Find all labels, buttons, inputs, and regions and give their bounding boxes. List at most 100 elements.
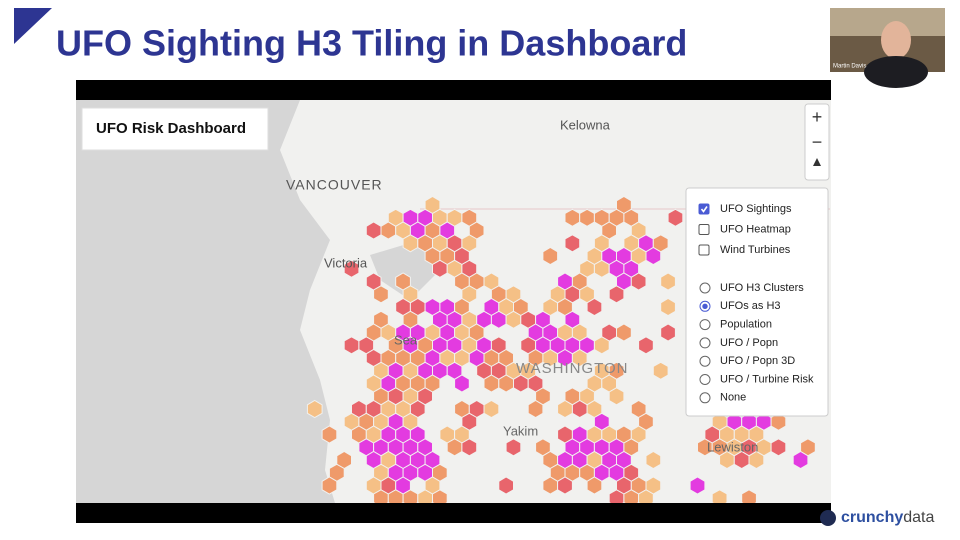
radio[interactable] bbox=[699, 392, 711, 404]
hex-cell bbox=[667, 208, 684, 227]
strait bbox=[370, 240, 440, 300]
hex-cell bbox=[616, 323, 632, 342]
checkbox[interactable] bbox=[698, 224, 710, 235]
hex-cell bbox=[373, 285, 389, 304]
hex-cell bbox=[660, 272, 676, 291]
hex-cell bbox=[446, 438, 463, 457]
checkbox[interactable] bbox=[698, 203, 710, 215]
hex-cell bbox=[579, 208, 595, 227]
zoom-control bbox=[804, 103, 830, 181]
hex-cell bbox=[343, 259, 360, 278]
radio-label[interactable]: UFO / Popn 3D bbox=[720, 355, 795, 367]
hex-cell bbox=[557, 399, 573, 419]
hex-cell bbox=[689, 476, 706, 495]
zoom-in[interactable]: + bbox=[812, 107, 823, 127]
hex-cell bbox=[542, 246, 559, 266]
hex-cell bbox=[365, 221, 382, 240]
hex-cell bbox=[608, 285, 625, 304]
hex-cell bbox=[461, 438, 478, 457]
radio[interactable] bbox=[699, 319, 711, 331]
radio[interactable] bbox=[699, 355, 711, 367]
water bbox=[76, 100, 335, 503]
hex-cell bbox=[306, 399, 323, 419]
layer-list: UFO Sightings UFO Heatmap Wind Turbines UFO… bbox=[698, 203, 814, 404]
hex-cell bbox=[505, 438, 522, 457]
webcam-name: Martin Davis bbox=[833, 64, 866, 70]
radio-label[interactable]: UFO H3 Clusters bbox=[720, 282, 804, 294]
hex-cell bbox=[527, 399, 544, 419]
hex-cell bbox=[490, 310, 507, 329]
hex-cell bbox=[608, 387, 625, 406]
hex-cell bbox=[748, 450, 765, 470]
hex-cell bbox=[321, 476, 338, 495]
zoom-out[interactable]: − bbox=[812, 132, 823, 152]
hex-cell bbox=[557, 476, 573, 495]
hex-cell bbox=[652, 361, 669, 380]
hex-cell bbox=[564, 234, 581, 253]
place-label: WASHINGTON bbox=[516, 360, 629, 377]
checkbox-label[interactable]: UFO Heatmap bbox=[720, 223, 791, 235]
hex-cell bbox=[571, 399, 588, 419]
hex-cell bbox=[402, 234, 419, 253]
radio-label[interactable]: UFO / Turbine Risk bbox=[720, 373, 814, 385]
radio[interactable] bbox=[699, 282, 711, 294]
place-label: Yakim bbox=[503, 423, 538, 438]
logo-icon bbox=[820, 510, 836, 526]
hex-cell bbox=[586, 297, 603, 317]
place-label: Lewiston bbox=[707, 439, 758, 454]
corner-triangle bbox=[14, 8, 52, 44]
hex-cell bbox=[645, 246, 662, 266]
hex-cell bbox=[660, 323, 676, 342]
hex-cell bbox=[505, 310, 522, 329]
hex-cell bbox=[454, 374, 470, 393]
webcam-face bbox=[881, 21, 911, 59]
radio-label[interactable]: UFOs as H3 bbox=[720, 300, 781, 312]
compass[interactable] bbox=[813, 158, 821, 166]
radio-label[interactable]: Population bbox=[720, 319, 772, 331]
logo-second: data bbox=[903, 509, 934, 526]
hex-cell bbox=[630, 272, 647, 291]
hex-cell bbox=[770, 412, 787, 431]
radio[interactable] bbox=[699, 374, 711, 385]
radio-label[interactable]: UFO / Popn bbox=[720, 337, 778, 349]
hex-cell bbox=[564, 208, 581, 227]
radio-label[interactable]: None bbox=[720, 392, 746, 404]
hex-cell bbox=[770, 438, 787, 457]
hex-cell bbox=[321, 425, 338, 444]
layer-panel bbox=[685, 187, 829, 417]
checkmark bbox=[700, 206, 708, 213]
hex-cell bbox=[483, 399, 500, 419]
hex-cell bbox=[638, 336, 654, 355]
hex-cell bbox=[792, 450, 809, 470]
webcam-shirt bbox=[864, 56, 928, 88]
slide-title: UFO Sighting H3 Tiling in Dashboard bbox=[56, 23, 687, 64]
hex-cell bbox=[593, 259, 610, 278]
hex-cell bbox=[542, 476, 559, 495]
hex-cell bbox=[586, 476, 603, 495]
hex-cell bbox=[513, 374, 529, 393]
hex-cell bbox=[498, 476, 514, 495]
hex-cell bbox=[498, 374, 514, 393]
dashboard-title-box bbox=[81, 107, 269, 151]
radio-dot bbox=[702, 303, 708, 309]
hex-cell bbox=[593, 336, 610, 355]
black-bar bbox=[76, 80, 831, 100]
radio[interactable] bbox=[699, 337, 711, 349]
hex-cell bbox=[343, 336, 360, 355]
hex-cell bbox=[483, 374, 500, 393]
hex-cell bbox=[432, 259, 448, 278]
black-bar bbox=[76, 503, 831, 523]
logo: crunchydata bbox=[841, 509, 934, 526]
hex-cell bbox=[571, 348, 588, 368]
checkbox-label[interactable]: Wind Turbines bbox=[720, 244, 791, 256]
place-label: Sea bbox=[394, 332, 418, 347]
place-label: VANCOUVER bbox=[286, 177, 383, 193]
logo-first: crunchy bbox=[841, 509, 903, 526]
hex-cell bbox=[660, 297, 676, 317]
map-labels: Kelowna VANCOUVER Victoria Sea WASHINGTON Yak… bbox=[286, 117, 758, 454]
checkbox[interactable] bbox=[698, 244, 710, 256]
hex-cell bbox=[645, 450, 662, 470]
checkbox-label[interactable]: UFO Sightings bbox=[720, 203, 792, 215]
